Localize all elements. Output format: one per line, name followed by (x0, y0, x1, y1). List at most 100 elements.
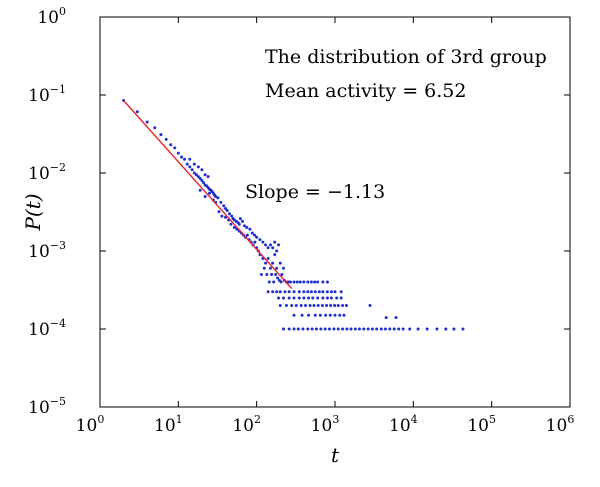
y-tick-label: 10−5 (28, 395, 66, 418)
data-point (344, 304, 348, 308)
data-point (237, 222, 241, 226)
data-point (321, 280, 325, 284)
data-point (383, 327, 387, 331)
data-point (277, 296, 280, 300)
data-point (394, 316, 398, 320)
data-point (206, 175, 210, 179)
data-point (241, 219, 245, 223)
x-tick-label: 102 (232, 413, 261, 436)
annotation-title: The distribution of 3rd group (265, 46, 547, 68)
data-point (312, 304, 316, 308)
data-point (198, 188, 202, 192)
data-point (452, 327, 456, 331)
data-point (370, 327, 374, 331)
data-point (294, 304, 298, 308)
data-point (196, 165, 200, 169)
data-point (408, 327, 412, 331)
data-point (284, 304, 288, 308)
data-point (313, 290, 317, 294)
data-point (271, 246, 275, 250)
data-point (190, 168, 194, 172)
data-point (336, 304, 340, 308)
data-point (180, 155, 184, 159)
data-point (217, 210, 221, 214)
data-point (266, 246, 270, 250)
data-point (275, 266, 279, 270)
data-point (194, 173, 198, 177)
data-point (261, 240, 265, 244)
data-point (266, 290, 270, 294)
data-point (320, 304, 324, 308)
data-point (301, 327, 305, 331)
data-point (232, 226, 236, 230)
x-axis-ticks: 100 101 102 103 104 105 106 (76, 17, 574, 436)
data-point (292, 313, 296, 317)
data-point (164, 137, 168, 141)
data-point (245, 226, 249, 230)
data-point (401, 327, 405, 331)
data-point (316, 280, 320, 284)
data-point (281, 327, 285, 331)
data-point (303, 304, 307, 308)
data-point (425, 327, 429, 331)
data-point (267, 280, 271, 284)
data-point (208, 191, 212, 195)
data-points (122, 99, 465, 331)
data-point (299, 304, 303, 308)
data-point (281, 296, 285, 300)
data-point (219, 200, 223, 204)
data-point (277, 243, 280, 247)
data-point (329, 304, 333, 308)
data-point (253, 233, 257, 237)
data-point (216, 196, 220, 200)
data-point (268, 243, 272, 247)
data-point (265, 272, 269, 276)
x-axis-label: t (331, 443, 340, 467)
data-point (188, 165, 192, 169)
data-point (297, 290, 301, 294)
data-point (270, 272, 274, 276)
data-point (292, 296, 296, 300)
data-point (313, 280, 317, 284)
data-point (329, 296, 333, 300)
data-point (341, 304, 345, 308)
data-point (192, 162, 196, 166)
data-point (202, 181, 206, 185)
plot-frame (99, 16, 571, 408)
data-point (135, 110, 139, 114)
data-point (281, 266, 285, 270)
data-point (271, 290, 275, 294)
data-point (307, 296, 311, 300)
data-point (264, 261, 268, 265)
data-point (275, 249, 279, 253)
data-point (245, 233, 249, 237)
data-point (325, 304, 329, 308)
data-point (273, 253, 277, 257)
data-point (153, 126, 157, 130)
data-point (461, 327, 465, 331)
data-point (238, 217, 242, 221)
data-point (388, 327, 392, 331)
data-point (333, 304, 337, 308)
data-point (362, 327, 366, 331)
data-point (258, 238, 262, 242)
data-point (329, 290, 333, 294)
fit-line (123, 100, 293, 290)
data-point (274, 272, 278, 276)
data-point (159, 133, 163, 137)
data-point (223, 215, 227, 219)
y-tick-label: 10−4 (28, 317, 66, 340)
data-point (183, 157, 187, 161)
data-point (316, 296, 320, 300)
data-point (416, 327, 420, 331)
data-point (297, 296, 301, 300)
data-point (230, 214, 234, 218)
data-point (298, 280, 302, 284)
data-point (342, 313, 346, 317)
data-point (176, 151, 180, 155)
data-point (336, 327, 340, 331)
data-point (309, 280, 313, 284)
data-point (243, 224, 247, 228)
data-point (253, 240, 257, 244)
